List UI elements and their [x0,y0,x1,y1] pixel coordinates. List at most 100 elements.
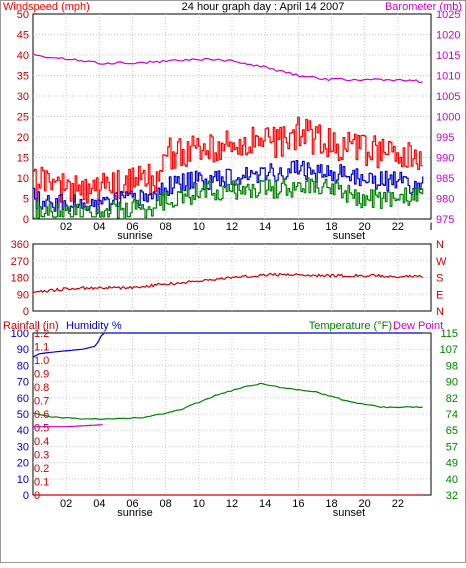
y-tick-label-rain: 0.8 [34,382,49,394]
x-tick-label: 06 [126,498,138,510]
y-tick-label-rain: 1.1 [34,342,49,354]
y-tick-label-rain: 0.3 [34,450,49,462]
plot-area: 0510152025303540455097598098599099510001… [11,9,461,519]
y-tick-label-right: 980 [436,194,454,206]
x-tick-label: 02 [60,221,72,233]
x-tick-label: 04 [93,498,105,510]
x-tick-label: 10 [193,221,205,233]
y-tick-label-left: 50 [17,9,29,21]
x-tick-label: 04 [93,221,105,233]
series-barometer-mb [32,53,423,84]
y-tick-label-left: 70 [17,377,29,389]
y-tick-label-right: E [436,289,443,301]
y-tick-label-right: 57 [446,441,458,453]
y-tick-label-right: 32 [446,490,458,502]
y-tick-label-right: 1020 [436,30,460,42]
x-marker-sunrise: sunrise [117,507,152,519]
y-tick-label-left: 90 [17,289,29,301]
y-tick-label-right: 90 [446,377,458,389]
y-tick-label-left: 40 [17,50,29,62]
y-tick-label-rain: 0.4 [34,436,49,448]
y-tick-label-right: 65 [446,425,458,437]
y-tick-label-left: 0 [23,306,29,318]
y-tick-label-left: 45 [17,30,29,42]
rainfall-axis-title: Rainfall (in) [3,320,59,332]
y-tick-label-left: 20 [17,132,29,144]
series-temperature-f [32,382,423,420]
x-marker-sunset: sunset [333,230,365,242]
y-tick-label-left: 5 [23,194,29,206]
y-tick-label-right: 990 [436,153,454,165]
y-tick-label-right: 985 [436,173,454,185]
y-tick-label-left: 100 [11,328,29,340]
y-tick-label-left: 180 [11,273,29,285]
series-humidity [32,332,423,358]
x-tick-label: 16 [292,498,304,510]
x-tick-label: 20 [359,498,371,510]
y-tick-label-right: N [436,306,444,318]
temperature-axis-title: Temperature (°F) [309,320,392,332]
y-tick-label-rain: 1.2 [34,328,49,340]
y-tick-label-right: N [436,239,444,251]
y-tick-label-right: 1010 [436,71,460,83]
y-tick-label-left: 10 [17,474,29,486]
y-tick-label-rain: 0 [34,490,40,502]
y-tick-label-left: 30 [17,441,29,453]
x-tick-label: 14 [259,498,271,510]
x-tick-label: 22 [392,498,404,510]
y-tick-label-rain: 1.0 [34,355,49,367]
series-1-0 [32,272,424,294]
y-tick-label-right: S [436,273,443,285]
y-tick-label-left: 15 [17,153,29,165]
y-tick-label-right: 995 [436,132,454,144]
x-tick-label: 10 [193,498,205,510]
windspeed-axis-title: Windspeed (mph) [3,1,90,13]
y-tick-label-right: 40 [446,474,458,486]
x-marker-sunrise: sunrise [117,230,152,242]
x-marker-sunset: sunset [333,507,365,519]
x-tick-label: 18 [325,498,337,510]
y-tick-label-right: 107 [440,344,458,356]
x-tick-label: 12 [226,498,238,510]
y-tick-label-right: 1025 [436,9,460,21]
x-tick-label: 02 [60,498,72,510]
x-tick-label: 06 [126,221,138,233]
x-tick-label: 08 [160,221,172,233]
x-tick-label: 16 [292,221,304,233]
y-tick-label-left: 30 [17,91,29,103]
y-tick-label-left: 25 [17,112,29,124]
y-tick-label-left: 270 [11,256,29,268]
y-tick-label-left: 60 [17,393,29,405]
y-tick-label-right: W [436,256,447,268]
y-tick-label-left: 80 [17,360,29,372]
y-tick-label-right: 1005 [436,91,460,103]
y-tick-label-left: 90 [17,344,29,356]
y-tick-label-left: 0 [23,214,29,226]
chart-title: 24 hour graph day : April 14 2007 [182,1,345,13]
y-tick-label-left: 35 [17,71,29,83]
x-tick-label: 20 [359,221,371,233]
y-tick-label-right: 1015 [436,50,460,62]
y-tick-label-right: 82 [446,393,458,405]
y-tick-label-left: 50 [17,409,29,421]
series-dew-point [32,424,103,428]
y-tick-label-right: 1000 [436,112,460,124]
y-tick-label-left: 0 [23,490,29,502]
x-tick-label: 18 [325,221,337,233]
barometer-axis-title: Barometer (mb) [385,1,462,13]
y-tick-label-right: 98 [446,360,458,372]
y-tick-label-left: 10 [17,173,29,185]
y-tick-label-rain: 0.5 [34,423,49,435]
y-tick-label-left: 20 [17,458,29,470]
x-tick-label: 22 [392,221,404,233]
x-tick-label: 14 [259,221,271,233]
series-0-2 [33,177,424,220]
series-0-1 [33,160,424,215]
y-tick-label-rain: 0.7 [34,396,49,408]
y-tick-label-left: 40 [17,425,29,437]
x-tick-label: 12 [226,221,238,233]
y-tick-label-right: 975 [436,214,454,226]
y-tick-label-right: 49 [446,458,458,470]
y-tick-label-left: 360 [11,239,29,251]
